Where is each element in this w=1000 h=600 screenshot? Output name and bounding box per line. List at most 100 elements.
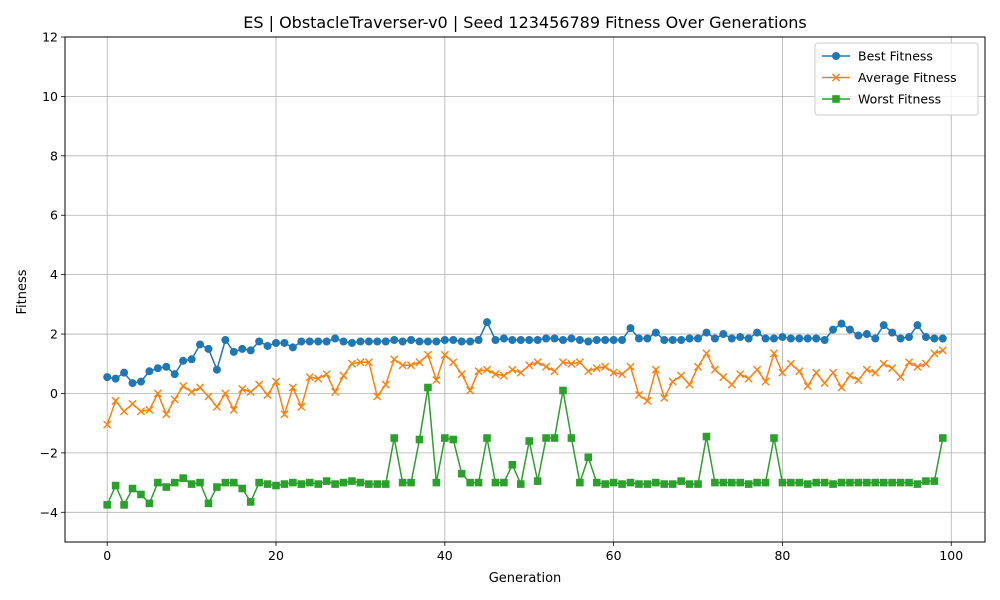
worst-fitness-point bbox=[424, 383, 432, 392]
average-fitness-point bbox=[271, 377, 281, 386]
average-fitness-point bbox=[660, 393, 669, 403]
worst-fitness-point bbox=[120, 501, 128, 509]
legend-item-average-fitness: Average Fitness bbox=[822, 70, 957, 85]
best-fitness-point bbox=[474, 336, 483, 344]
worst-fitness-point bbox=[795, 478, 804, 487]
best-fitness-point bbox=[778, 333, 787, 342]
best-fitness-point bbox=[297, 337, 306, 346]
worst-fitness-point bbox=[533, 477, 542, 485]
average-fitness-point bbox=[347, 359, 357, 368]
average-fitness-point bbox=[457, 370, 466, 379]
average-fitness-point bbox=[668, 377, 677, 386]
worst-fitness-point bbox=[483, 434, 491, 442]
x-tick-label: 60 bbox=[606, 548, 622, 563]
worst-fitness-point bbox=[803, 480, 812, 488]
average-fitness-point bbox=[390, 355, 399, 364]
worst-fitness-point bbox=[879, 478, 888, 487]
worst-fitness-point bbox=[770, 434, 778, 442]
y-tick-label: −4 bbox=[40, 505, 58, 520]
worst-fitness-point bbox=[837, 478, 846, 487]
worst-fitness-point bbox=[922, 477, 930, 485]
best-fitness-point bbox=[592, 336, 601, 344]
worst-fitness-point bbox=[213, 483, 221, 491]
best-fitness-point bbox=[212, 365, 221, 374]
best-fitness-point bbox=[677, 336, 686, 344]
worst-fitness-point bbox=[863, 478, 871, 487]
legend-swatch-marker bbox=[831, 73, 841, 82]
best-fitness-point bbox=[356, 337, 365, 346]
average-fitness-point bbox=[314, 374, 323, 383]
best-fitness-point bbox=[626, 324, 635, 333]
best-fitness-point bbox=[854, 331, 863, 340]
worst-fitness-point bbox=[230, 478, 238, 487]
worst-fitness-point bbox=[635, 480, 643, 488]
worst-fitness-point bbox=[592, 478, 601, 487]
average-fitness-point bbox=[187, 387, 196, 397]
best-fitness-point bbox=[609, 336, 618, 344]
average-fitness-point bbox=[567, 359, 576, 368]
x-axis-title: Generation bbox=[489, 571, 562, 586]
average-fitness-point bbox=[693, 362, 703, 371]
average-fitness-point bbox=[702, 349, 711, 358]
worst-fitness-point bbox=[736, 478, 745, 487]
worst-fitness-point bbox=[516, 480, 525, 488]
best-fitness-point bbox=[272, 338, 281, 347]
worst-fitness-point bbox=[652, 478, 660, 487]
worst-fitness-point bbox=[550, 434, 559, 442]
average-fitness-point bbox=[145, 405, 154, 414]
worst-fitness-point bbox=[204, 499, 213, 508]
average-fitness-point bbox=[550, 367, 559, 376]
best-fitness-point bbox=[381, 337, 390, 346]
best-fitness-point bbox=[229, 347, 238, 356]
average-fitness-point bbox=[212, 402, 222, 411]
best-fitness-point bbox=[170, 370, 179, 379]
worst-fitness-point bbox=[238, 484, 247, 493]
best-fitness-point bbox=[685, 334, 694, 343]
worst-fitness-point bbox=[381, 480, 390, 488]
worst-fitness-point bbox=[474, 478, 483, 487]
worst-fitness-point bbox=[525, 437, 534, 445]
average-fitness-point bbox=[482, 365, 492, 374]
worst-fitness-point bbox=[128, 484, 137, 493]
average-fitness-point bbox=[153, 389, 162, 398]
best-fitness-point bbox=[584, 337, 593, 346]
worst-fitness-point bbox=[322, 477, 331, 485]
best-fitness-point bbox=[761, 334, 770, 343]
best-fitness-point bbox=[702, 328, 711, 337]
average-fitness-point bbox=[854, 376, 863, 385]
y-tick-label: 10 bbox=[42, 89, 58, 104]
best-fitness-point bbox=[727, 334, 736, 343]
average-fitness-point bbox=[423, 350, 433, 359]
worst-fitness-point bbox=[576, 478, 584, 487]
best-fitness-point bbox=[736, 333, 745, 342]
best-fitness-series bbox=[103, 318, 947, 388]
best-fitness-point bbox=[845, 325, 854, 334]
average-fitness-point bbox=[786, 359, 795, 368]
average-fitness-point bbox=[558, 358, 568, 367]
average-fitness-point bbox=[119, 407, 129, 416]
worst-fitness-point bbox=[778, 478, 787, 487]
average-fitness-point bbox=[837, 383, 846, 392]
average-fitness-point bbox=[170, 395, 179, 404]
worst-fitness-line bbox=[106, 387, 944, 507]
worst-fitness-point bbox=[111, 481, 120, 490]
worst-fitness-point bbox=[727, 478, 736, 487]
best-fitness-point bbox=[913, 321, 922, 330]
best-fitness-point bbox=[103, 373, 112, 382]
average-fitness-point bbox=[432, 376, 441, 385]
best-fitness-point bbox=[651, 328, 660, 337]
best-fitness-point bbox=[204, 344, 213, 353]
worst-fitness-point bbox=[542, 434, 550, 442]
y-tick-label: 0 bbox=[50, 386, 58, 401]
y-tick-label: 2 bbox=[50, 327, 58, 342]
average-fitness-point bbox=[609, 368, 618, 377]
best-fitness-point bbox=[710, 334, 719, 343]
worst-fitness-point bbox=[280, 480, 289, 488]
legend-label: Average Fitness bbox=[858, 70, 957, 85]
average-fitness-point bbox=[179, 381, 188, 391]
average-fitness-point bbox=[634, 390, 644, 400]
worst-fitness-point bbox=[567, 434, 576, 442]
best-fitness-point bbox=[643, 334, 652, 343]
average-fitness-point bbox=[862, 365, 871, 374]
average-fitness-point bbox=[364, 358, 373, 367]
